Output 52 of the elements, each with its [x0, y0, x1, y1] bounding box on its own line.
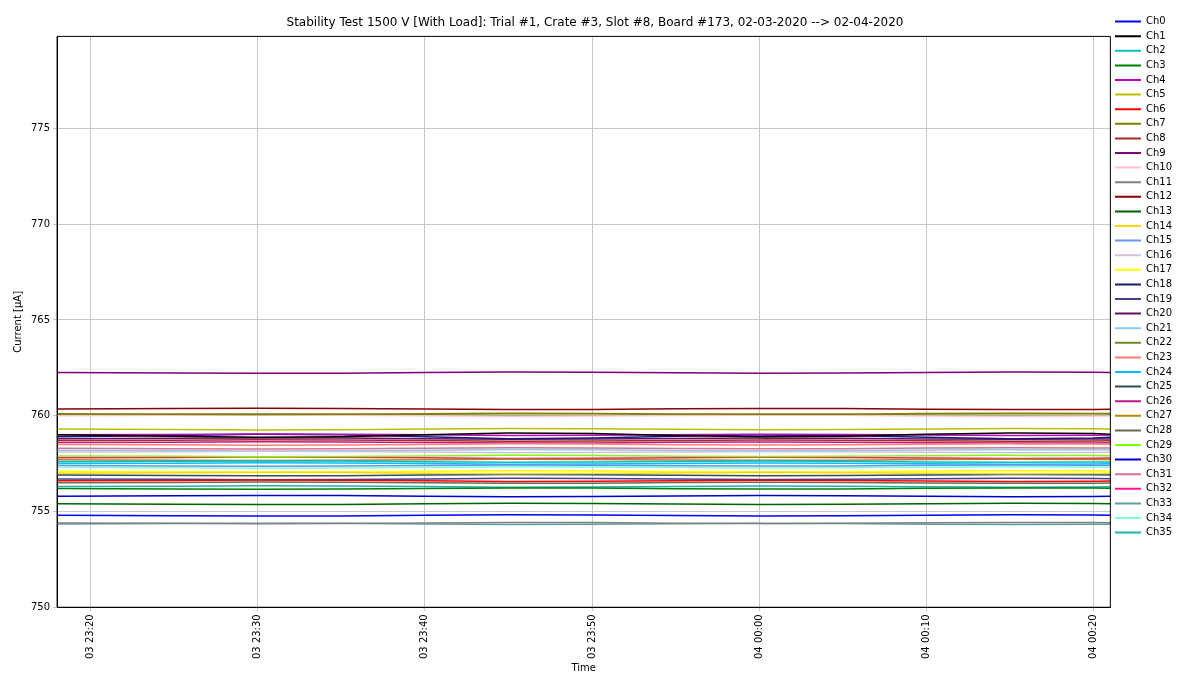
legend-label: Ch18 — [1145, 277, 1172, 289]
legend-label: Ch8 — [1145, 131, 1166, 143]
y-tick-label: 770 — [30, 217, 51, 229]
legend-label: Ch13 — [1145, 204, 1172, 216]
legend-label: Ch20 — [1145, 307, 1172, 319]
legend-label: Ch35 — [1145, 526, 1172, 538]
legend-label: Ch11 — [1145, 175, 1172, 187]
legend-label: Ch34 — [1145, 511, 1172, 523]
legend-label: Ch2 — [1145, 44, 1166, 56]
legend-label: Ch29 — [1145, 438, 1172, 450]
legend-label: Ch12 — [1145, 190, 1172, 202]
legend-label: Ch0 — [1145, 15, 1166, 27]
legend-label: Ch14 — [1145, 219, 1172, 231]
legend-label: Ch3 — [1145, 58, 1166, 70]
x-tick-label: 03 23:40 — [418, 614, 430, 660]
legend-label: Ch16 — [1145, 248, 1172, 260]
legend-label: Ch7 — [1145, 117, 1166, 129]
legend-label: Ch19 — [1145, 292, 1172, 304]
chart-title: Stability Test 1500 V [With Load]: Trial #1, Crate #3, Slot #8, Board #173, 02-03-2020 --> 02-04-2020 — [286, 15, 904, 30]
legend-label: Ch6 — [1145, 102, 1166, 114]
legend-label: Ch28 — [1145, 423, 1172, 435]
legend-label: Ch25 — [1145, 380, 1172, 392]
x-tick-label: 04 00:20 — [1087, 614, 1099, 660]
legend-label: Ch15 — [1145, 234, 1172, 246]
legend-label: Ch33 — [1145, 496, 1172, 508]
legend-label: Ch23 — [1145, 350, 1172, 362]
legend-label: Ch30 — [1145, 453, 1172, 465]
legend-label: Ch4 — [1145, 73, 1166, 85]
y-tick-label: 765 — [30, 313, 51, 325]
x-tick-label: 03 23:50 — [585, 614, 597, 660]
x-axis-title: Time — [570, 661, 596, 673]
legend-label: Ch27 — [1145, 409, 1172, 421]
x-tick-label: 04 00:10 — [920, 614, 932, 660]
x-tick-label: 03 23:20 — [84, 614, 96, 660]
x-tick-label: 03 23:30 — [251, 614, 263, 660]
y-axis-title: Current [µA] — [11, 290, 23, 353]
y-tick-label: 750 — [30, 600, 51, 612]
legend-label: Ch5 — [1145, 88, 1166, 100]
legend-label: Ch9 — [1145, 146, 1166, 158]
legend-label: Ch10 — [1145, 161, 1172, 173]
legend-label: Ch24 — [1145, 365, 1172, 377]
legend-label: Ch17 — [1145, 263, 1172, 275]
legend-label: Ch31 — [1145, 467, 1172, 479]
legend-label: Ch21 — [1145, 321, 1172, 333]
legend-label: Ch1 — [1145, 29, 1166, 41]
x-tick-label: 04 00:00 — [752, 614, 764, 660]
legend-label: Ch22 — [1145, 336, 1172, 348]
y-tick-label: 775 — [30, 121, 51, 133]
y-tick-label: 755 — [30, 505, 51, 517]
legend-label: Ch32 — [1145, 482, 1172, 494]
legend-label: Ch26 — [1145, 394, 1172, 406]
y-tick-label: 760 — [30, 409, 51, 421]
